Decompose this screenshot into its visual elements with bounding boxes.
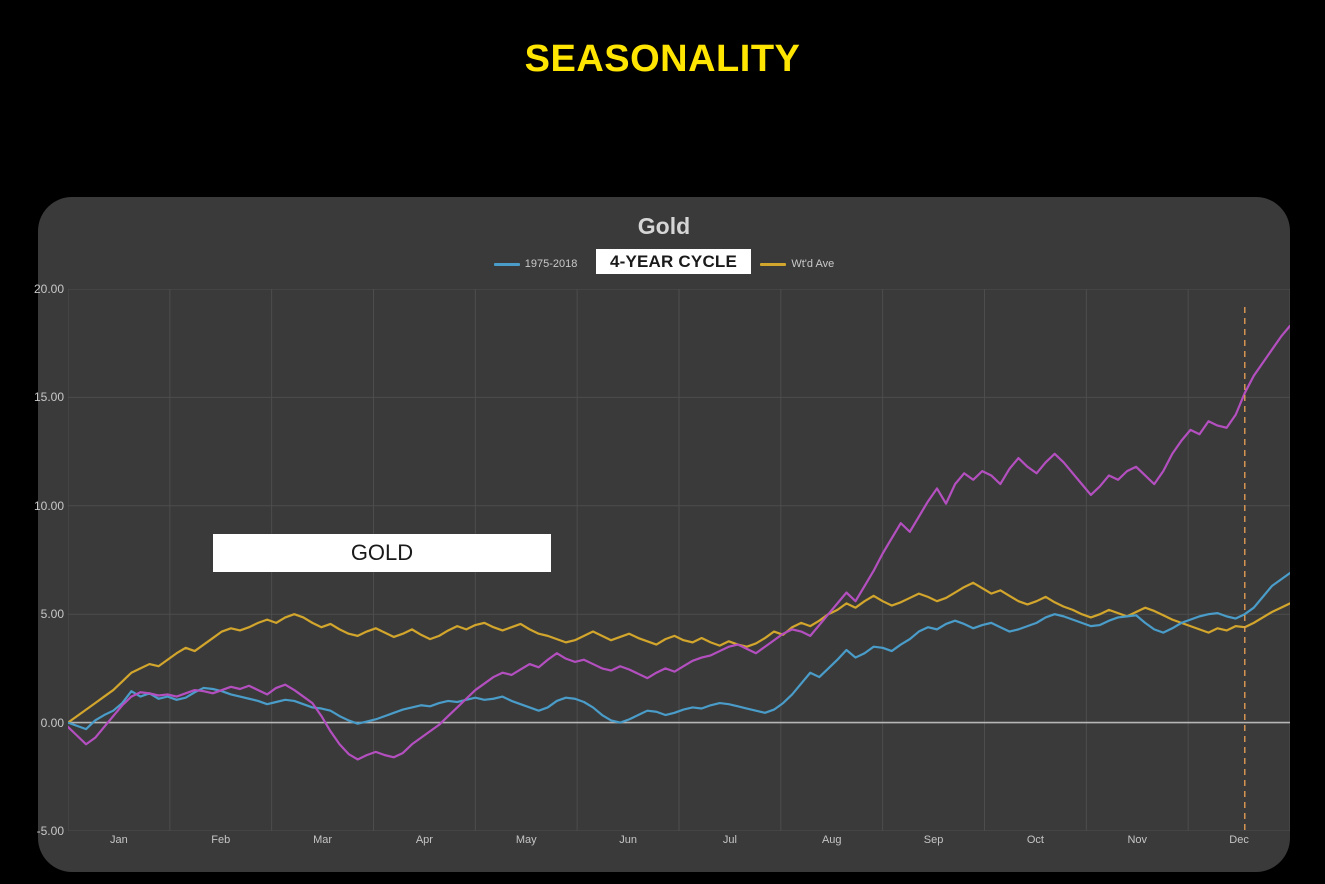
y-axis-tick: 5.00: [40, 607, 64, 622]
x-axis-tick: Jan: [110, 834, 128, 846]
x-axis-tick: May: [515, 834, 537, 846]
x-axis-tick: Nov: [1127, 834, 1148, 846]
chart-title: Gold: [637, 213, 691, 239]
x-axis-tick: Aug: [821, 834, 842, 846]
y-axis-tick: 0.00: [40, 715, 64, 730]
y-axis-tick: -5.00: [36, 824, 64, 838]
x-axis: Jan Feb Mar Apr May Jun Jul Aug Sep Oct Nov Dec: [68, 834, 1290, 856]
x-axis-tick: Apr: [415, 834, 433, 846]
x-axis-tick: Feb: [211, 834, 231, 846]
series-line-1975-2018: [68, 571, 1290, 731]
y-axis: 20.00 15.00 10.00 5.00 0.00 -5.00: [0, 282, 64, 838]
x-axis-tick: Sep: [923, 834, 944, 846]
y-axis-tick: 10.00: [33, 498, 64, 513]
series-line-wt-d-ave: [68, 581, 1290, 724]
legend-item-wtd-ave: Wt'd Ave: [760, 258, 834, 270]
callout-gold: GOLD: [213, 534, 551, 572]
page-title: SEASONALITY: [524, 38, 801, 80]
y-axis-tick: 15.00: [33, 390, 64, 405]
legend-label-1975-2018: 1975-2018: [524, 258, 578, 270]
legend-swatch-1975-2018: [493, 262, 520, 266]
x-axis-tick: Jun: [619, 834, 637, 846]
x-axis-tick: Mar: [313, 834, 333, 846]
y-axis-tick: 20.00: [33, 282, 64, 296]
chart-legend: 1975-2018 Wt'd Ave: [38, 253, 1290, 275]
legend-swatch-wtd-ave: [760, 262, 787, 266]
legend-label-wtd-ave: Wt'd Ave: [791, 258, 835, 270]
callout-4-year-cycle: 4-YEAR CYCLE: [596, 249, 751, 274]
x-axis-tick: Oct: [1026, 834, 1044, 846]
x-axis-tick: Dec: [1229, 834, 1249, 846]
legend-item-1975-2018: 1975-2018: [493, 258, 578, 270]
chart-svg: [68, 289, 1290, 831]
plot-area: [68, 289, 1290, 831]
x-axis-tick: Jul: [722, 834, 737, 846]
series-line-4-year-cycle: [68, 324, 1290, 761]
